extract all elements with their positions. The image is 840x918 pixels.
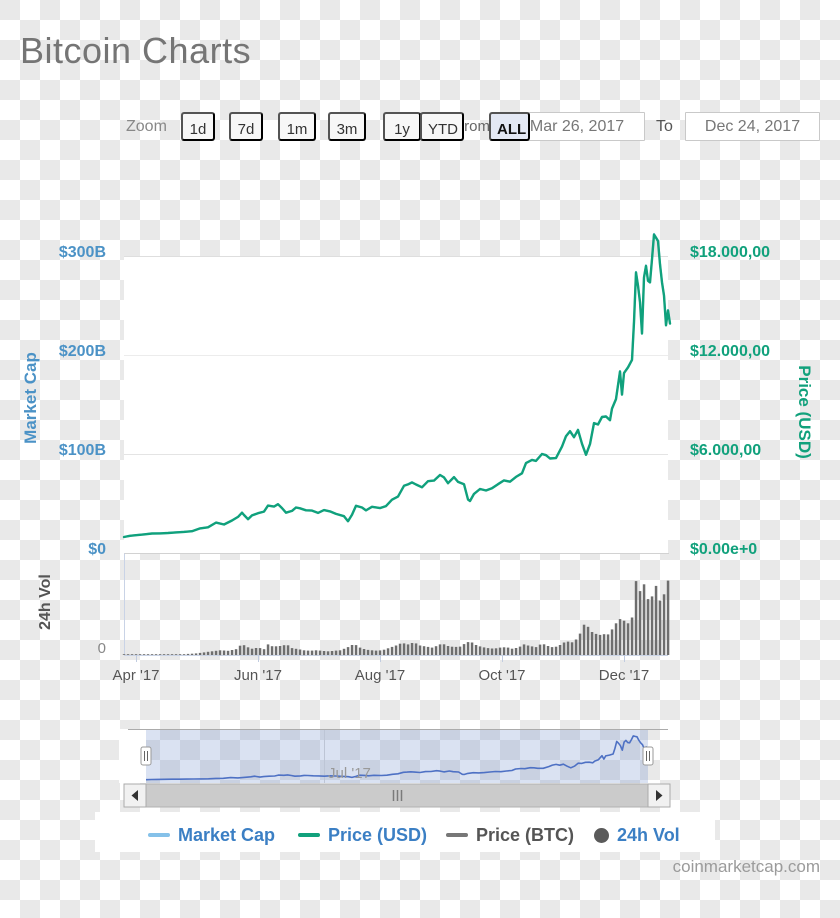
volume-axis-title: 24h Vol: [37, 574, 54, 630]
svg-text:Jun '17: Jun '17: [234, 667, 282, 684]
range-button-all-selected[interactable]: ALL: [489, 112, 530, 141]
range-button-ytd[interactable]: YTD: [420, 112, 464, 141]
scrollbar-right-button[interactable]: [647, 783, 671, 808]
scroll-left-arrow-icon: [131, 790, 138, 801]
legend-label: 24h Vol: [617, 824, 680, 845]
from-date-input[interactable]: [509, 112, 645, 141]
svg-text:$6.000,00: $6.000,00: [690, 442, 761, 459]
x-axis-ticks: [136, 655, 625, 662]
svg-text:Apr '17: Apr '17: [112, 667, 159, 684]
navigator-left-handle[interactable]: [140, 746, 152, 766]
svg-text:Dec '17: Dec '17: [599, 667, 649, 684]
svg-text:$0.00e+0: $0.00e+0: [690, 541, 757, 558]
legend-label: Price (BTC): [476, 824, 575, 845]
price-btc-line-swatch-icon: [446, 833, 468, 837]
svg-text:$12.000,00: $12.000,00: [690, 343, 770, 360]
legend-label: Market Cap: [178, 824, 276, 845]
svg-text:$0: $0: [88, 541, 106, 558]
svg-text:Oct '17: Oct '17: [478, 667, 525, 684]
price-usd-line-swatch-icon: [298, 833, 320, 837]
volume-zero-label: 0: [98, 640, 106, 657]
navigator: Jul '17: [119, 729, 668, 783]
to-date-input[interactable]: [685, 112, 820, 141]
svg-text:$200B: $200B: [59, 343, 106, 360]
navigator-series-line: [145, 735, 649, 781]
range-selector-toolbar: Zoom 1d 7d 1m 3m 1y YTD From ALL To: [0, 112, 840, 142]
volume-bars: [122, 580, 670, 656]
navigator-selected-range-mask[interactable]: [146, 730, 648, 783]
volume-circle-swatch-icon: [594, 827, 609, 843]
scrollbar-left-button[interactable]: [123, 783, 147, 808]
gridlines: [124, 256, 669, 554]
scrollbar: [123, 783, 671, 808]
legend-item-market-cap[interactable]: Market Cap: [148, 822, 275, 848]
svg-text:$300B: $300B: [59, 244, 106, 261]
legend-item-price-usd[interactable]: Price (USD): [298, 822, 427, 848]
scrollbar-grip[interactable]: [392, 790, 403, 801]
market-cap-axis-labels: $300B $200B $100B $0: [59, 244, 106, 558]
zoom-label: Zoom: [126, 118, 167, 135]
legend-background: [95, 812, 715, 852]
range-button-1m[interactable]: 1m: [278, 112, 316, 141]
market-cap-axis-title: Market Cap: [21, 352, 40, 444]
coinmarketcap-watermark: coinmarketcap.com: [672, 857, 820, 876]
legend-label: Price (USD): [328, 824, 428, 845]
x-axis-labels: Apr '17 Jun '17 Aug '17 Oct '17 Dec '17: [112, 667, 649, 684]
price-usd-axis-labels: $18.000,00 $12.000,00 $6.000,00 $0.00e+0: [690, 244, 770, 558]
market-cap-line-swatch-icon: [148, 833, 170, 837]
page-title: Bitcoin Charts: [20, 30, 252, 71]
price-usd-axis-title: Price (USD): [795, 365, 814, 459]
legend-item-24h-vol[interactable]: 24h Vol: [594, 822, 680, 848]
navigator-month-label: Jul '17: [328, 765, 371, 782]
range-button-7d[interactable]: 7d: [229, 112, 263, 141]
svg-text:$100B: $100B: [59, 442, 106, 459]
range-button-3m[interactable]: 3m: [328, 112, 366, 141]
price-chart-plot-area[interactable]: [124, 256, 668, 553]
svg-text:$18.000,00: $18.000,00: [690, 244, 770, 261]
scroll-right-arrow-icon: [656, 790, 663, 801]
to-label: To: [656, 118, 673, 135]
price-usd-series-line: [122, 233, 672, 539]
legend-item-price-btc[interactable]: Price (BTC): [446, 822, 574, 848]
svg-text:Aug '17: Aug '17: [355, 667, 405, 684]
navigator-right-handle[interactable]: [642, 746, 654, 766]
range-button-1d[interactable]: 1d: [181, 112, 215, 141]
